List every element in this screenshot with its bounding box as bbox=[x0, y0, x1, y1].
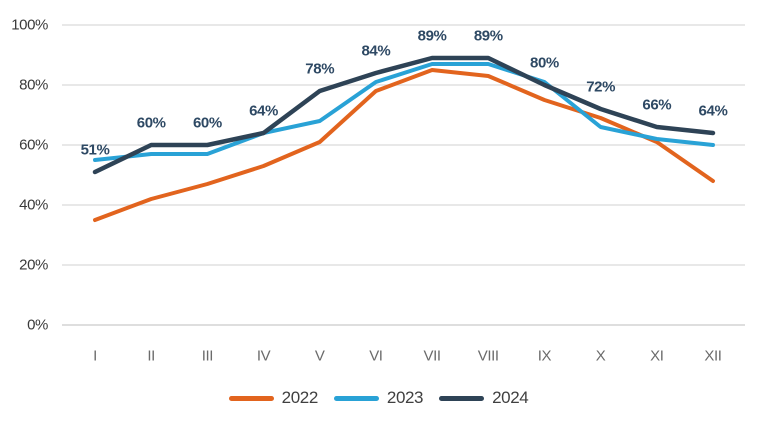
x-tick-XII: XII bbox=[704, 347, 722, 365]
legend-label-2024: 2024 bbox=[492, 388, 529, 407]
data-label-X: 72% bbox=[586, 78, 616, 96]
data-label-XI: 66% bbox=[642, 96, 672, 114]
y-tick-20pct: 20% bbox=[19, 256, 48, 274]
gridlines bbox=[62, 24, 745, 326]
x-tick-VI: VI bbox=[369, 347, 383, 365]
y-tick-100pct: 100% bbox=[11, 16, 48, 34]
series-line-2022 bbox=[93, 68, 715, 222]
x-tick-XI: XI bbox=[650, 347, 664, 365]
x-tick-VIII: VIII bbox=[477, 347, 499, 365]
series-line-2023 bbox=[93, 62, 715, 162]
legend-swatch-2024 bbox=[439, 395, 485, 401]
y-tick-40pct: 40% bbox=[19, 196, 48, 214]
data-label-VI: 84% bbox=[361, 42, 391, 60]
legend-item-2024: 2024 bbox=[439, 388, 529, 408]
y-tick-0pct: 0% bbox=[27, 316, 48, 334]
x-tick-V: V bbox=[314, 347, 325, 365]
data-label-III: 60% bbox=[192, 114, 222, 132]
x-tick-X: X bbox=[595, 347, 606, 365]
x-tick-IX: IX bbox=[537, 347, 552, 365]
x-tick-IV: IV bbox=[256, 347, 271, 365]
x-tick-VII: VII bbox=[423, 347, 442, 365]
x-tick-I: I bbox=[93, 347, 97, 365]
legend-swatch-2022 bbox=[228, 395, 274, 401]
x-tick-III: III bbox=[201, 347, 214, 365]
data-label-I: 51% bbox=[80, 141, 110, 159]
data-label-IV: 64% bbox=[249, 102, 278, 120]
data-label-IX: 80% bbox=[530, 54, 559, 72]
x-tick-II: II bbox=[147, 347, 155, 365]
data-label-XII: 64% bbox=[698, 102, 728, 120]
data-label-VIII: 89% bbox=[473, 27, 503, 45]
data-label-VII: 89% bbox=[417, 27, 447, 45]
data-label-V: 78% bbox=[305, 60, 335, 78]
legend-item-2022: 2022 bbox=[228, 388, 319, 408]
legend-label-2022: 2022 bbox=[281, 388, 319, 407]
series-line-2024 bbox=[92, 55, 716, 175]
y-tick-80pct: 80% bbox=[19, 76, 48, 94]
legend-label-2023: 2023 bbox=[386, 388, 424, 407]
legend-item-2023: 2023 bbox=[333, 388, 424, 408]
legend-swatch-2023 bbox=[333, 395, 379, 401]
legend: 2022 2023 2024 bbox=[0, 388, 757, 408]
y-tick-60pct: 60% bbox=[19, 136, 48, 154]
data-label-II: 60% bbox=[136, 114, 166, 132]
